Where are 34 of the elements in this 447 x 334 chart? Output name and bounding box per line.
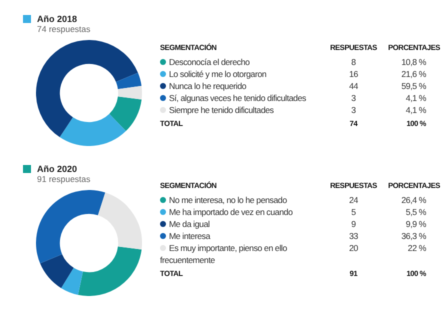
data-label: 21,6 % (400, 68, 427, 80)
data-label: 26,4 % (400, 194, 427, 206)
legend-label: No me interesa, no lo he pensado (169, 195, 287, 205)
data-label: 59,5 % (400, 80, 427, 92)
text: 33 (348, 230, 359, 242)
chart-subtitle: 91 respuestas (37, 174, 90, 184)
data-label: 4,1 % (404, 104, 427, 116)
legend-label: Lo solicité y me lo otorgaron (169, 69, 266, 79)
text: 3 (350, 104, 357, 116)
data-label: 10,8 % (400, 56, 427, 68)
data-label: 22 % (406, 242, 427, 255)
legend-label: Desconocía el derecho (169, 57, 250, 67)
text: 44 (348, 80, 359, 92)
data-label: 5,5 % (404, 206, 427, 218)
text: 16 (348, 68, 359, 80)
legend-label: Es muy importante, pienso en ello frecuentemente (160, 243, 287, 265)
legend-label: Sí, algunas veces he tenido dificultades (169, 93, 306, 103)
text: 20 (348, 242, 359, 255)
legend-label: Me interesa (169, 231, 210, 241)
data-label: 4,1 % (404, 92, 427, 104)
chart-subtitle: 74 respuestas (37, 24, 90, 34)
text: 3 (350, 92, 357, 104)
legend-label: Me da igual (169, 219, 210, 229)
text: 8 (350, 56, 357, 68)
data-label: 9,9 % (404, 218, 427, 230)
legend-label: Me ha importado de vez en cuando (169, 207, 293, 217)
data-label: 36,3 % (400, 230, 427, 242)
legend-label: Nunca lo he requerido (169, 81, 246, 91)
chart-title: Año 2018 (37, 14, 78, 24)
text: 9 (350, 218, 357, 230)
legend-label: Siempre he tenido dificultades (169, 105, 274, 115)
text: 24 (348, 194, 359, 206)
text: 5 (350, 206, 357, 218)
chart-title: Año 2020 (37, 164, 78, 174)
